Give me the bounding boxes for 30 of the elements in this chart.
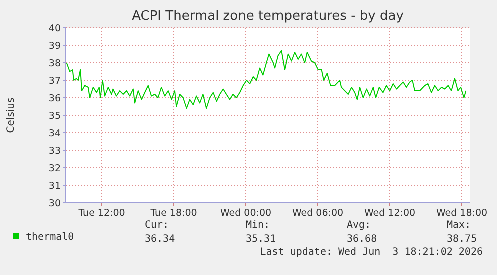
x-tick-label: Wed 18:00 — [436, 208, 488, 219]
legend-label: thermal0 — [26, 232, 74, 243]
text: Avg: — [347, 220, 372, 231]
y-tick-label: 30 — [48, 198, 61, 210]
y-tick-label: 38 — [48, 58, 61, 70]
x-tick-label: Wed 06:00 — [292, 208, 344, 219]
text: Last update: Wed Jun 3 18:21:02 2026 — [260, 247, 483, 258]
x-tick-label: Wed 00:00 — [220, 208, 272, 219]
text: 38.75 — [447, 234, 478, 245]
y-tick-label: 35 — [48, 111, 61, 122]
chart-title: ACPI Thermal zone temperatures - by day — [132, 9, 404, 24]
y-tick-label: 40 — [48, 24, 61, 34]
y-tick-label: 32 — [48, 164, 61, 174]
text: 35.31 — [246, 234, 276, 245]
y-tick-label: 31 — [48, 181, 61, 192]
y-axis-title: Celsius — [6, 98, 17, 134]
x-tick-label: Wed 12:00 — [364, 208, 416, 219]
text: Min: — [246, 220, 270, 231]
line-series — [66, 50, 467, 109]
y-tick-label: 33 — [48, 146, 61, 157]
y-tick-label: 39 — [48, 41, 61, 52]
x-tick-label: Tue 18:00 — [150, 208, 198, 219]
text: 36.34 — [145, 234, 176, 245]
x-tick-label: Tue 12:00 — [78, 208, 126, 219]
y-tick-label: 37 — [48, 76, 61, 87]
y-tick-label: 36 — [48, 94, 61, 104]
y-tick-label: 34 — [48, 128, 61, 140]
text: 36.68 — [347, 234, 378, 245]
text: Max: — [447, 220, 472, 231]
text: Cur: — [145, 220, 170, 231]
